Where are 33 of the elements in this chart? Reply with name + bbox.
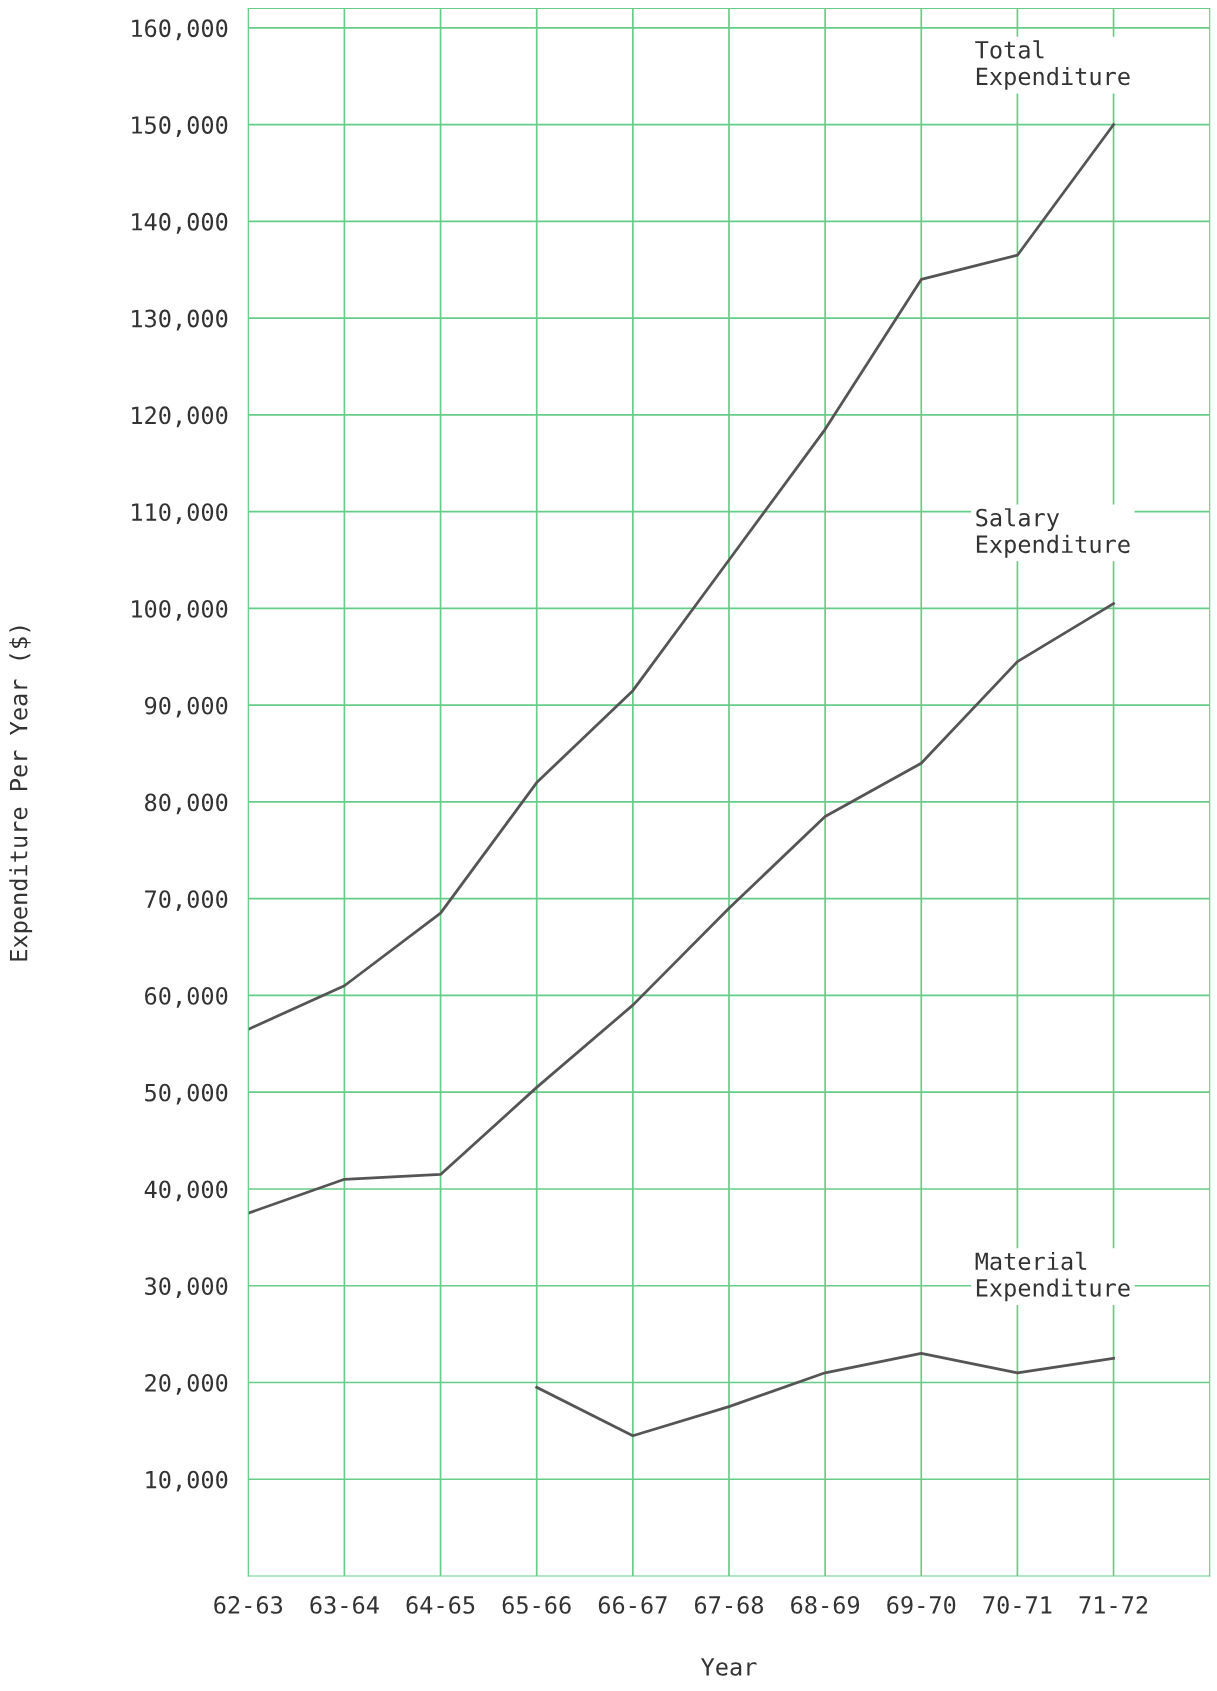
x-tick-label: 70-71 [983,1596,1052,1614]
line-series [248,602,1115,1215]
series-label: Total Expenditure [975,40,1130,90]
x-tick-label: 71-72 [1079,1596,1148,1614]
x-tick-label: 69-70 [887,1596,956,1614]
y-tick-label: 120,000 [132,406,228,428]
x-tick-label: 65-66 [502,1596,571,1614]
y-tick-label: 40,000 [144,1180,228,1202]
y-tick-label: 160,000 [132,19,228,41]
x-tick-label: 64-65 [406,1596,475,1614]
x-tick-label: 62-63 [214,1596,283,1614]
y-tick-label: 110,000 [132,503,228,524]
x-axis-title: Year [700,1658,757,1676]
y-tick-label: 90,000 [145,696,228,718]
y-tick-label: 70,000 [145,890,228,912]
y-tick-label: 100,000 [132,599,228,621]
y-tick-label: 20,000 [145,1374,228,1395]
y-tick-label: 30,000 [145,1277,228,1299]
y-tick-label: 50,000 [145,1083,228,1105]
y-tick-label: 80,000 [145,793,228,815]
y-tick-label: 60,000 [145,986,228,1008]
x-tick-label: 68-69 [791,1596,860,1614]
x-tick-label: 66-67 [598,1596,667,1614]
x-tick-label: 67-68 [694,1596,764,1614]
text: Salary Expenditure [976,508,1130,558]
y-tick-label: 150,000 [132,116,228,137]
text: Material Expenditure [975,1251,1130,1302]
line-series [535,1352,1115,1438]
y-tick-label: 10,000 [146,1470,228,1492]
y-tick-label: 140,000 [132,212,228,234]
y-axis-title: Expenditure Per Year ($) [9,626,33,961]
y-tick-label: 130,000 [132,309,228,331]
x-tick-label: 63-64 [310,1596,379,1614]
